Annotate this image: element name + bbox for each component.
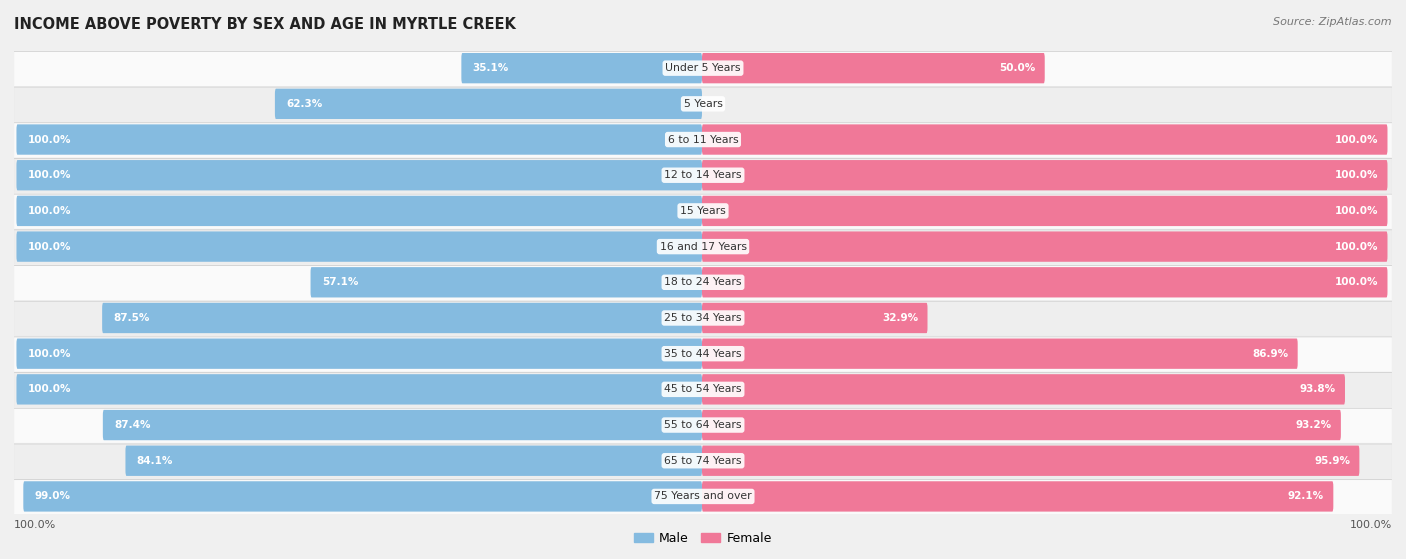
Text: 100.0%: 100.0% <box>28 206 72 216</box>
FancyBboxPatch shape <box>311 267 702 297</box>
Text: 100.0%: 100.0% <box>28 385 72 394</box>
Text: 65 to 74 Years: 65 to 74 Years <box>664 456 742 466</box>
Text: 50.0%: 50.0% <box>1000 63 1035 73</box>
FancyBboxPatch shape <box>702 124 1388 155</box>
FancyBboxPatch shape <box>14 337 1392 371</box>
FancyBboxPatch shape <box>14 444 1392 478</box>
FancyBboxPatch shape <box>14 372 1392 406</box>
FancyBboxPatch shape <box>14 87 1392 122</box>
FancyBboxPatch shape <box>14 409 1392 443</box>
Text: 93.2%: 93.2% <box>1295 420 1331 430</box>
FancyBboxPatch shape <box>14 408 1392 442</box>
FancyBboxPatch shape <box>702 231 1388 262</box>
FancyBboxPatch shape <box>14 373 1392 407</box>
Text: 18 to 24 Years: 18 to 24 Years <box>664 277 742 287</box>
Text: 45 to 54 Years: 45 to 54 Years <box>664 385 742 394</box>
FancyBboxPatch shape <box>702 446 1360 476</box>
FancyBboxPatch shape <box>14 159 1392 193</box>
Text: 100.0%: 100.0% <box>1334 277 1378 287</box>
FancyBboxPatch shape <box>103 303 702 333</box>
Text: 100.0%: 100.0% <box>28 241 72 252</box>
FancyBboxPatch shape <box>14 123 1392 158</box>
Text: 62.3%: 62.3% <box>287 99 322 109</box>
FancyBboxPatch shape <box>14 265 1392 300</box>
Text: 87.4%: 87.4% <box>114 420 150 430</box>
Text: 86.9%: 86.9% <box>1253 349 1288 359</box>
FancyBboxPatch shape <box>14 480 1392 514</box>
FancyBboxPatch shape <box>17 339 702 369</box>
FancyBboxPatch shape <box>702 374 1346 405</box>
Text: 100.0%: 100.0% <box>28 170 72 180</box>
FancyBboxPatch shape <box>14 301 1392 335</box>
Text: 32.9%: 32.9% <box>882 313 918 323</box>
FancyBboxPatch shape <box>702 410 1341 440</box>
Text: 87.5%: 87.5% <box>114 313 150 323</box>
Text: 100.0%: 100.0% <box>1334 170 1378 180</box>
FancyBboxPatch shape <box>14 158 1392 192</box>
FancyBboxPatch shape <box>702 53 1045 83</box>
FancyBboxPatch shape <box>14 444 1392 479</box>
Text: 100.0%: 100.0% <box>14 520 56 529</box>
Text: Source: ZipAtlas.com: Source: ZipAtlas.com <box>1274 17 1392 27</box>
Text: 95.9%: 95.9% <box>1315 456 1350 466</box>
Text: 12 to 14 Years: 12 to 14 Years <box>664 170 742 180</box>
FancyBboxPatch shape <box>103 410 702 440</box>
FancyBboxPatch shape <box>14 266 1392 300</box>
FancyBboxPatch shape <box>17 124 702 155</box>
FancyBboxPatch shape <box>125 446 702 476</box>
Text: 100.0%: 100.0% <box>1334 135 1378 145</box>
Text: 25 to 34 Years: 25 to 34 Years <box>664 313 742 323</box>
FancyBboxPatch shape <box>14 194 1392 228</box>
FancyBboxPatch shape <box>702 303 928 333</box>
FancyBboxPatch shape <box>702 267 1388 297</box>
Text: 55 to 64 Years: 55 to 64 Years <box>664 420 742 430</box>
Text: 100.0%: 100.0% <box>1334 206 1378 216</box>
Text: 100.0%: 100.0% <box>28 135 72 145</box>
FancyBboxPatch shape <box>17 231 702 262</box>
FancyBboxPatch shape <box>461 53 702 83</box>
FancyBboxPatch shape <box>702 160 1388 191</box>
Text: 84.1%: 84.1% <box>136 456 173 466</box>
Text: 100.0%: 100.0% <box>28 349 72 359</box>
FancyBboxPatch shape <box>702 339 1298 369</box>
FancyBboxPatch shape <box>276 89 702 119</box>
FancyBboxPatch shape <box>14 52 1392 86</box>
FancyBboxPatch shape <box>14 337 1392 372</box>
FancyBboxPatch shape <box>702 481 1333 511</box>
FancyBboxPatch shape <box>14 195 1392 229</box>
FancyBboxPatch shape <box>702 196 1388 226</box>
Text: 100.0%: 100.0% <box>1350 520 1392 529</box>
Text: 57.1%: 57.1% <box>322 277 359 287</box>
Text: 93.8%: 93.8% <box>1299 385 1336 394</box>
Text: 35 to 44 Years: 35 to 44 Years <box>664 349 742 359</box>
Text: Under 5 Years: Under 5 Years <box>665 63 741 73</box>
Text: 6 to 11 Years: 6 to 11 Years <box>668 135 738 145</box>
FancyBboxPatch shape <box>17 196 702 226</box>
Text: 16 and 17 Years: 16 and 17 Years <box>659 241 747 252</box>
Text: 99.0%: 99.0% <box>35 491 70 501</box>
FancyBboxPatch shape <box>24 481 702 511</box>
Legend: Male, Female: Male, Female <box>630 527 776 550</box>
FancyBboxPatch shape <box>17 160 702 191</box>
FancyBboxPatch shape <box>14 301 1392 336</box>
FancyBboxPatch shape <box>17 374 702 405</box>
Text: INCOME ABOVE POVERTY BY SEX AND AGE IN MYRTLE CREEK: INCOME ABOVE POVERTY BY SEX AND AGE IN M… <box>14 17 516 32</box>
Text: 100.0%: 100.0% <box>1334 241 1378 252</box>
Text: 5 Years: 5 Years <box>683 99 723 109</box>
FancyBboxPatch shape <box>14 87 1392 121</box>
FancyBboxPatch shape <box>14 230 1392 264</box>
FancyBboxPatch shape <box>14 479 1392 514</box>
Text: 75 Years and over: 75 Years and over <box>654 491 752 501</box>
FancyBboxPatch shape <box>14 230 1392 264</box>
Text: 35.1%: 35.1% <box>472 63 509 73</box>
FancyBboxPatch shape <box>14 122 1392 157</box>
Text: 15 Years: 15 Years <box>681 206 725 216</box>
FancyBboxPatch shape <box>14 51 1392 86</box>
Text: 92.1%: 92.1% <box>1288 491 1324 501</box>
